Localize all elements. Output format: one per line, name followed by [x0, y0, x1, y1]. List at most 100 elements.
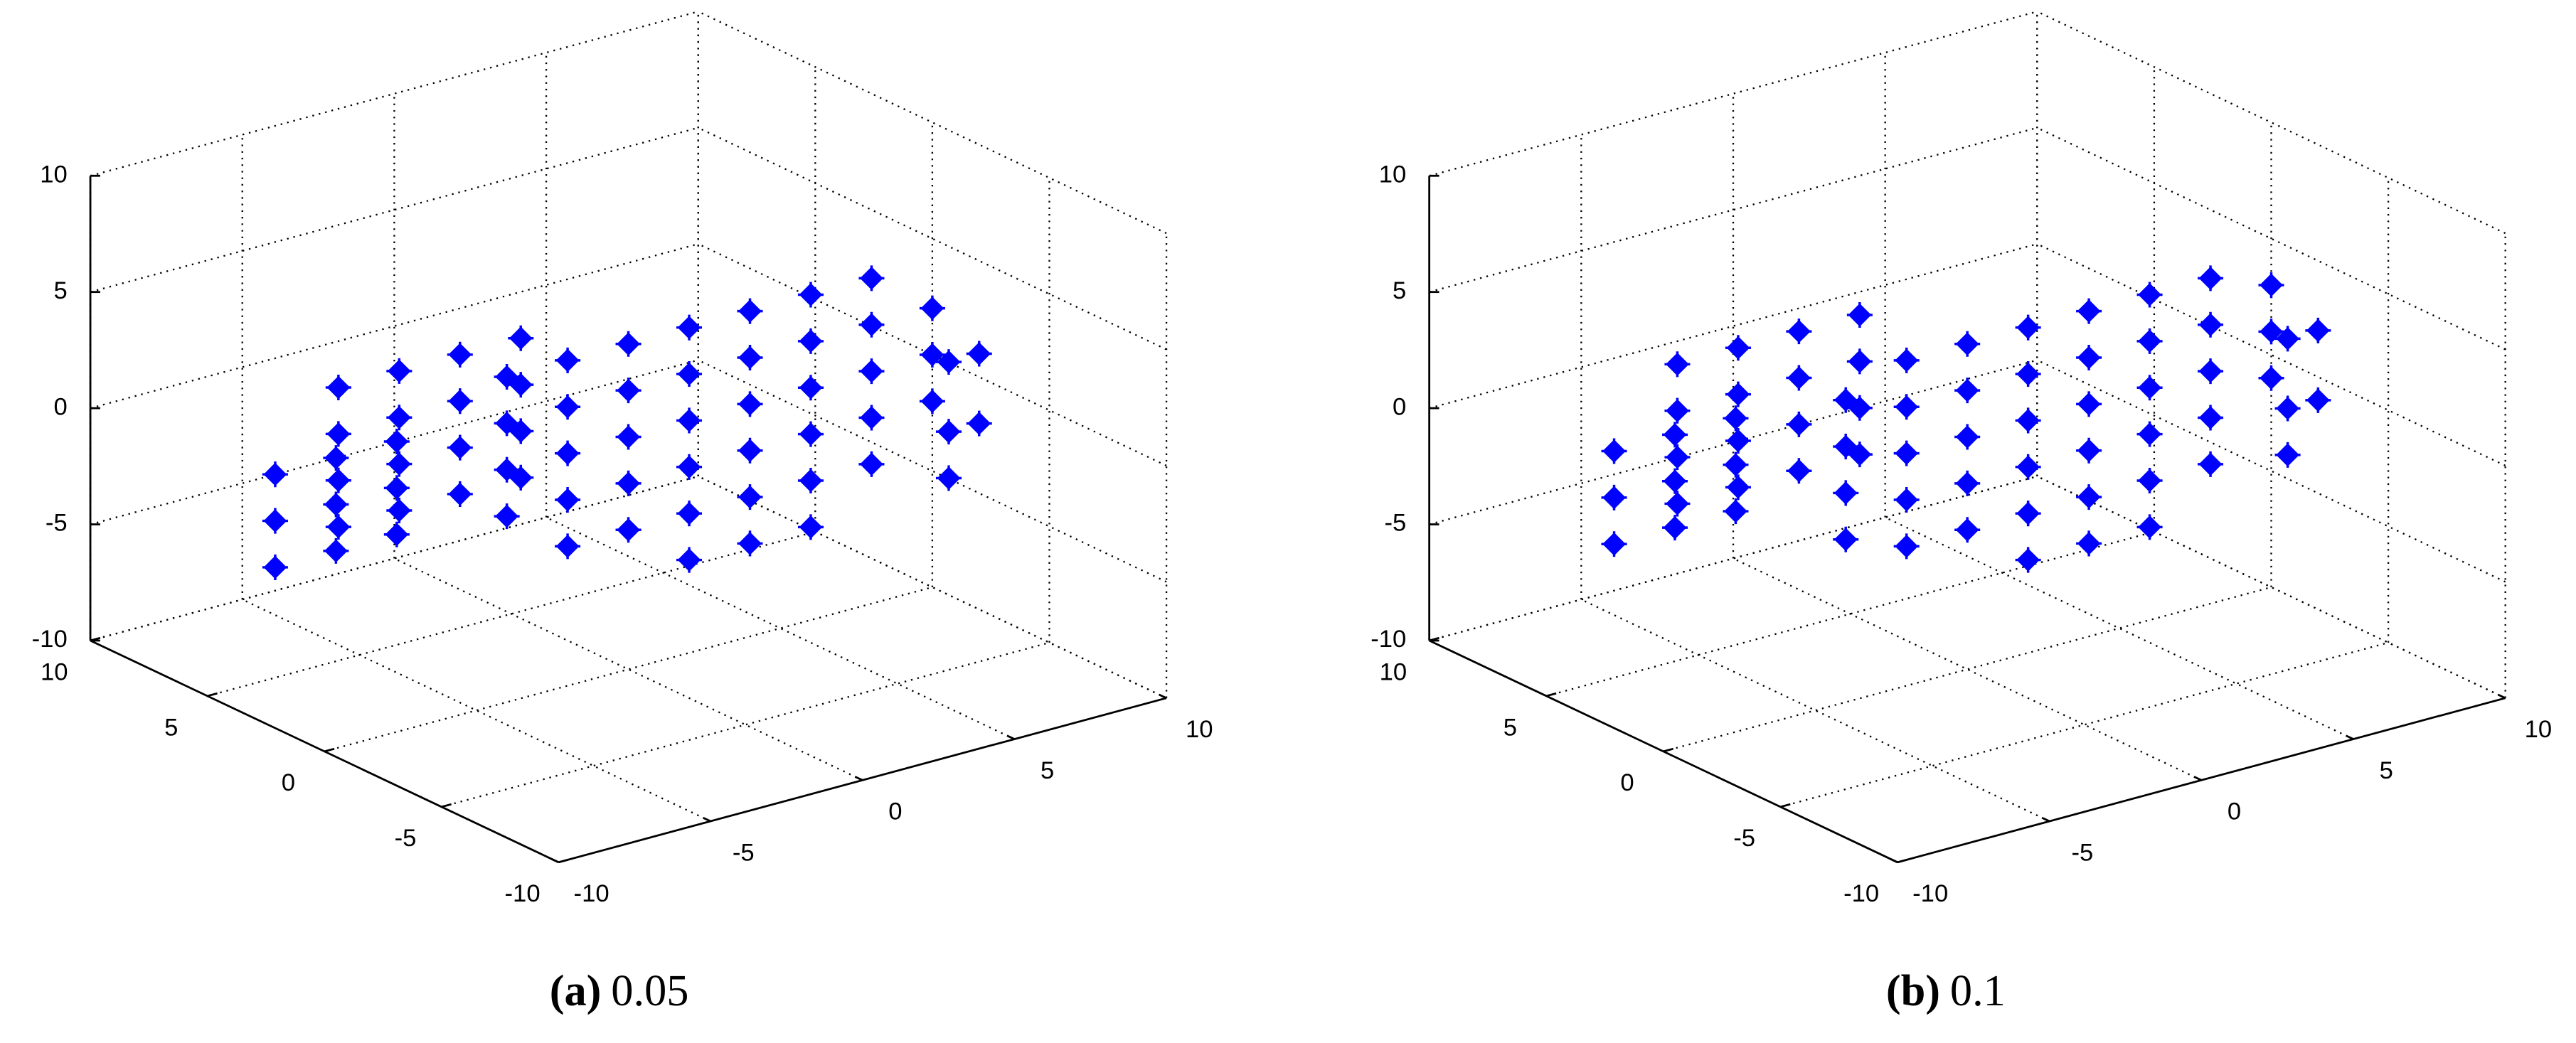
point	[737, 484, 763, 510]
point	[262, 554, 288, 580]
grid-line	[698, 243, 1167, 467]
x-tick-label: -5	[2071, 839, 2093, 866]
point	[1664, 444, 1691, 471]
point	[2258, 319, 2284, 345]
point	[323, 491, 349, 518]
point	[676, 547, 703, 573]
point	[2136, 375, 2163, 401]
point	[2015, 314, 2041, 341]
point	[386, 498, 413, 524]
point	[386, 405, 413, 431]
panel-caption: 0.05	[611, 966, 688, 1015]
x-tick-label: 10	[1186, 716, 1213, 743]
point	[386, 358, 413, 384]
point	[797, 467, 824, 493]
point	[555, 347, 581, 373]
grid-line	[2036, 243, 2506, 467]
point	[508, 325, 534, 351]
point	[1725, 335, 1751, 361]
y-tick-label: 0	[1620, 769, 1634, 796]
point	[797, 375, 824, 401]
y-axis	[90, 639, 559, 864]
point	[1661, 515, 1688, 541]
point	[797, 514, 824, 540]
panel: -10 -5 0 5 10 -10 -5 0 5 10 -10 -5 0 5 10 (a) 0.05	[32, 11, 1213, 1015]
point	[919, 342, 945, 368]
point	[2198, 311, 2224, 338]
point	[386, 451, 413, 477]
point	[2136, 328, 2163, 354]
y-tick-label: 0	[282, 769, 295, 796]
grid-line	[242, 599, 711, 823]
point	[615, 378, 642, 404]
point	[935, 465, 962, 491]
tick-mark	[324, 747, 335, 753]
point	[1786, 319, 1812, 345]
point	[2015, 361, 2041, 387]
tick-mark	[1545, 692, 1557, 697]
point	[2076, 530, 2102, 557]
point	[1723, 405, 1749, 432]
y-tick-label: 5	[164, 714, 178, 741]
tick-mark	[207, 692, 218, 697]
point	[1725, 427, 1751, 454]
point	[1954, 424, 1981, 450]
point	[447, 388, 473, 414]
point	[737, 391, 763, 417]
tick-mark	[90, 636, 101, 642]
point	[2015, 547, 2041, 573]
point	[1833, 480, 1859, 506]
point	[1664, 397, 1691, 424]
point	[494, 503, 520, 530]
x-tick-label: 0	[888, 798, 902, 825]
point	[1833, 387, 1859, 413]
point	[1954, 331, 1981, 357]
grid-line	[441, 641, 1050, 808]
point	[2076, 344, 2102, 370]
point	[858, 265, 885, 291]
tick-mark	[2346, 734, 2354, 740]
point	[1893, 347, 1920, 373]
point	[858, 451, 885, 477]
point	[858, 358, 885, 385]
point	[919, 295, 945, 321]
point	[2305, 317, 2331, 343]
point	[2076, 484, 2102, 510]
grid-line	[698, 359, 1167, 583]
point	[1833, 434, 1859, 460]
y-axis	[1429, 639, 1898, 864]
grid-line	[698, 475, 1167, 699]
point	[1786, 365, 1812, 391]
point	[1846, 302, 1873, 328]
point	[737, 298, 763, 324]
tick-mark	[441, 803, 452, 808]
z-tick-label: 0	[53, 393, 67, 420]
tick-mark	[550, 857, 559, 864]
point	[1846, 395, 1873, 421]
point	[447, 341, 473, 368]
x-tick-label: 10	[2525, 716, 2553, 743]
point	[919, 388, 945, 414]
point	[737, 530, 763, 557]
point	[1725, 474, 1751, 501]
panel-label: (a)	[550, 966, 602, 1015]
z-tick-label: -10	[32, 626, 68, 653]
point	[2198, 358, 2224, 385]
point	[1661, 468, 1688, 494]
point	[494, 363, 520, 390]
grid-line	[2036, 359, 2506, 583]
grid-line	[2036, 11, 2506, 235]
point	[966, 410, 992, 437]
grid-line	[1885, 516, 2354, 740]
point	[676, 501, 703, 527]
point	[323, 445, 349, 471]
point	[494, 456, 520, 483]
point	[2015, 501, 2041, 527]
point	[508, 464, 534, 491]
point	[676, 454, 703, 480]
point	[1601, 531, 1627, 557]
point	[1893, 394, 1920, 420]
tick-mark	[1780, 803, 1791, 808]
point	[935, 349, 962, 375]
x-axis	[558, 697, 1167, 864]
